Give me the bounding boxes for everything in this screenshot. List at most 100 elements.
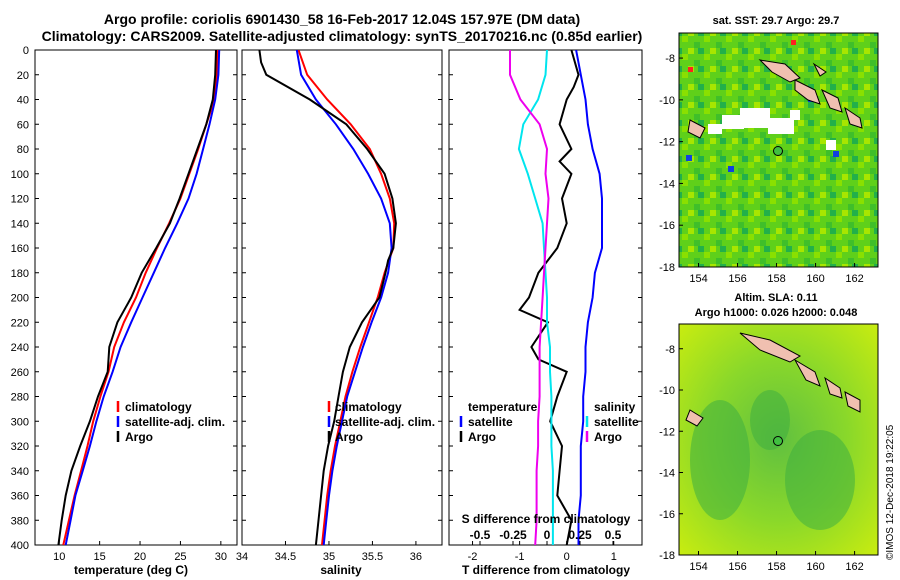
argo-position-marker: [773, 146, 783, 156]
legend-satellite: satellite-adj. clim.: [125, 415, 225, 429]
sst-warm-cells: [688, 40, 796, 72]
sst-map-title: sat. SST: 29.7 Argo: 29.7: [713, 15, 840, 27]
legend-climatology: climatology: [335, 400, 402, 414]
map-lon-label: 156: [728, 273, 746, 285]
s-axis-label: S difference from climatology: [462, 512, 631, 526]
depth-tick-label: 120: [11, 194, 29, 206]
legend-t-satellite: satellite: [468, 415, 513, 429]
sla-map: 154 156 158 160 162 -8 -10 -12 -14 -16 -18: [659, 323, 879, 573]
salinity-series: [258, 50, 397, 545]
legend-s-satellite: satellite: [594, 415, 639, 429]
legend-temperature-title: temperature: [468, 400, 538, 414]
depth-tick-label: 160: [11, 243, 29, 255]
legend-climatology: climatology: [125, 400, 192, 414]
s-tick-label: -0.25: [499, 528, 527, 542]
legend-satellite: satellite-adj. clim.: [335, 415, 435, 429]
series-satellite-adj-clim-: [64, 50, 221, 545]
depth-tick-label: 180: [11, 268, 29, 280]
map-lat-label: -16: [659, 220, 675, 232]
depth-axis: 0 20 40 60 80 100 120 140 160 180 200 220 240 260 280 3…: [11, 45, 642, 552]
series-climatology: [62, 50, 219, 545]
difference-axes: [448, 49, 643, 546]
depth-tick-label: 320: [11, 441, 29, 453]
sst-map: 154 156 158 160 162 -8 -10 -12 -14 -16 -18: [659, 32, 879, 285]
depth-tick-label: 260: [11, 367, 29, 379]
x-tick-label: 20: [134, 551, 146, 563]
x-tick-label: 36: [410, 551, 422, 563]
s-tick-label: 0: [544, 528, 551, 542]
temperature-xlabel: temperature (deg C): [74, 563, 188, 577]
depth-tick-label: 200: [11, 293, 29, 305]
map-lat-label: -10: [659, 95, 675, 107]
depth-tick-label: 380: [11, 515, 29, 527]
x-tick-label: -2: [468, 551, 478, 563]
map-lon-label: 162: [845, 273, 863, 285]
series-climatology: [297, 50, 396, 545]
depth-tick-label: 40: [17, 95, 29, 107]
depth-tick-label: 360: [11, 491, 29, 503]
series-t-argo: [518, 50, 580, 545]
legend-salinity-title: salinity: [594, 400, 636, 414]
sst-map-axes: 154 156 158 160 162 -8 -10 -12 -14 -16 -18: [659, 53, 864, 285]
salinity-legend: climatology satellite-adj. clim. Argo: [327, 400, 435, 444]
depth-tick-label: 400: [11, 540, 29, 552]
map-lat-label: -10: [659, 385, 675, 397]
imos-stamp: ©IMOS 12-Dec-2018 19:22:05: [885, 424, 896, 560]
map-lat-label: -8: [665, 344, 675, 356]
argo-position-marker: [773, 436, 783, 446]
map-lat-label: -18: [659, 262, 675, 274]
s-tick-label: 0.5: [605, 528, 622, 542]
sst-islands: [687, 59, 863, 139]
legend-argo: Argo: [125, 430, 153, 444]
map-lat-label: -12: [659, 426, 675, 438]
difference-series: [509, 50, 603, 545]
map-lat-label: -8: [665, 53, 675, 65]
depth-tick-label: 340: [11, 466, 29, 478]
series-s-satellite: [517, 50, 554, 545]
difference-x-axis: -2 -1 0 1: [468, 541, 617, 563]
map-lon-label: 158: [767, 561, 785, 573]
sst-missing-cells: [708, 108, 836, 150]
x-tick-label: 15: [94, 551, 106, 563]
temperature-series: [57, 50, 221, 545]
depth-tick-label: 100: [11, 169, 29, 181]
depth-tick-label: 20: [17, 70, 29, 82]
salinity-axes: [241, 49, 443, 546]
sla-anomaly-blobs: [690, 390, 855, 530]
map-lon-label: 154: [689, 561, 707, 573]
s-tick-label: -0.5: [470, 528, 491, 542]
sla-map-subtitle: Argo h1000: 0.026 h2000: 0.048: [695, 307, 858, 319]
depth-tick-label: 0: [23, 45, 29, 57]
temperature-legend: climatology satellite-adj. clim. Argo: [116, 400, 225, 444]
map-lon-label: 154: [689, 273, 707, 285]
x-tick-label: 35.5: [362, 551, 383, 563]
legend-argo: Argo: [335, 430, 363, 444]
map-lon-label: 156: [728, 561, 746, 573]
map-lat-label: -18: [659, 550, 675, 562]
x-tick-label: 10: [53, 551, 65, 563]
map-lon-label: 160: [806, 273, 824, 285]
x-tick-label: 34.5: [275, 551, 296, 563]
depth-tick-label: 300: [11, 416, 29, 428]
s-tick-label: 0.25: [568, 528, 592, 542]
map-lon-label: 158: [767, 273, 785, 285]
series-argo: [57, 50, 217, 545]
salinity-xlabel: salinity: [320, 563, 362, 577]
x-tick-label: 34: [236, 551, 248, 563]
difference-legend: temperature satellite Argo salinity sate…: [459, 400, 639, 545]
title-line-2: Climatology: CARS2009. Satellite-adjuste…: [42, 28, 643, 44]
depth-tick-label: 80: [17, 144, 29, 156]
temperature-x-axis: 10 15 20 25 30: [53, 541, 227, 563]
x-tick-label: -1: [515, 551, 525, 563]
map-lon-label: 160: [806, 561, 824, 573]
s-difference-axis: -0.5 -0.25 0 0.25 0.5: [470, 528, 622, 545]
salinity-x-axis: 34 34.5 35 35.5 36: [236, 541, 422, 563]
difference-xlabel: T difference from climatology: [462, 563, 630, 577]
x-tick-label: 35: [323, 551, 335, 563]
depth-tick-label: 280: [11, 392, 29, 404]
map-lat-label: -12: [659, 137, 675, 149]
sla-islands: [685, 332, 861, 427]
x-tick-label: 30: [215, 551, 227, 563]
depth-tick-label: 60: [17, 119, 29, 131]
